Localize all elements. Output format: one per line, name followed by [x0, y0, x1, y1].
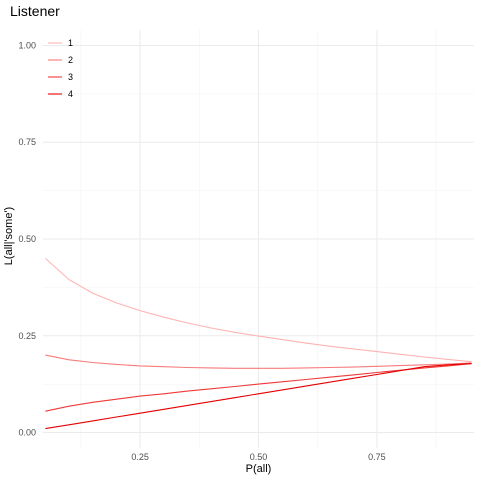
- x-axis-ticks: 0.25 0.50 0.75: [131, 452, 385, 462]
- series-line-4: [45, 363, 472, 430]
- y-tick-label: 1.00: [18, 40, 36, 50]
- grid: [43, 30, 474, 448]
- series-lines: [45, 257, 472, 430]
- y-tick-label: 0.00: [18, 428, 36, 438]
- x-tick-label: 0.75: [368, 452, 386, 462]
- y-tick-label: 0.75: [18, 137, 36, 147]
- legend-label-4: 4: [68, 89, 73, 99]
- y-tick-label: 0.50: [18, 234, 36, 244]
- series-line-1: [45, 257, 472, 363]
- x-axis-title: P(all): [246, 463, 272, 475]
- legend-label-2: 2: [68, 55, 73, 65]
- chart-title: Listener: [10, 3, 60, 19]
- y-axis-ticks: 0.00 0.25 0.50 0.75 1.00: [18, 40, 36, 437]
- x-tick-label: 0.25: [131, 452, 149, 462]
- legend: 1 2 3 4: [48, 38, 73, 99]
- legend-label-3: 3: [68, 72, 73, 82]
- legend-label-1: 1: [68, 38, 73, 48]
- y-tick-label: 0.25: [18, 331, 36, 341]
- y-axis-title: L(all|'some'): [3, 207, 15, 265]
- x-tick-label: 0.50: [250, 452, 268, 462]
- series-line-2: [45, 354, 472, 369]
